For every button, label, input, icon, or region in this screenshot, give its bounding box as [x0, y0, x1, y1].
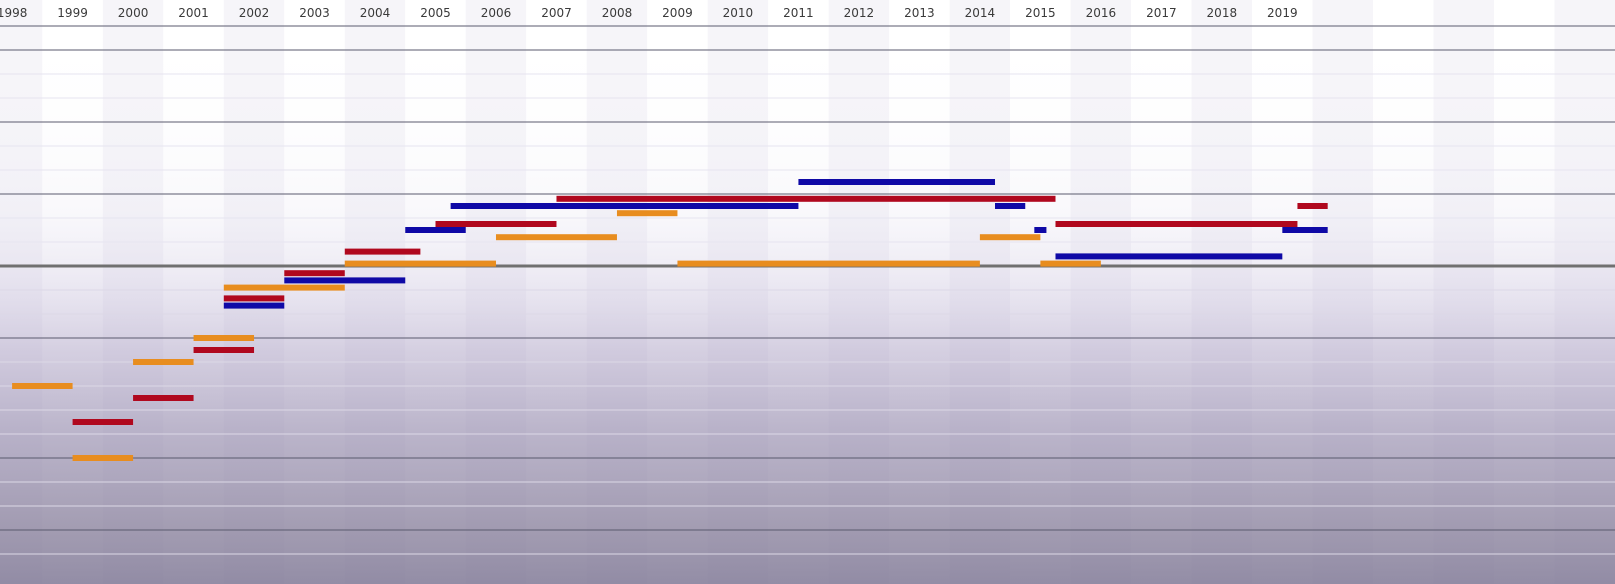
year-tick-label: 2010 — [723, 6, 754, 20]
red-bar — [223, 295, 285, 302]
year-tick-label: 2013 — [904, 6, 935, 20]
red-bar — [344, 248, 421, 255]
orange-bar — [344, 260, 496, 267]
year-tick-label: 2018 — [1207, 6, 1238, 20]
orange-bar — [979, 234, 1041, 241]
year-tick-label: 2006 — [481, 6, 512, 20]
year-tick-label: 2005 — [420, 6, 451, 20]
year-tick-label: 2008 — [602, 6, 633, 20]
year-tick-label: 2011 — [783, 6, 814, 20]
orange-bar — [133, 359, 194, 365]
year-tick-label: 2014 — [965, 6, 996, 20]
orange-bar — [12, 383, 73, 389]
red-bar — [1055, 221, 1298, 227]
orange-bar — [495, 234, 617, 241]
orange-bar — [616, 210, 678, 217]
blue-bar — [223, 302, 285, 309]
year-tick-label: 2001 — [178, 6, 209, 20]
year-tick-label: 2015 — [1025, 6, 1056, 20]
blue-bar — [450, 203, 799, 209]
year-tick-label: 1998 — [0, 6, 27, 20]
orange-bar — [1040, 260, 1101, 267]
orange-bar — [193, 335, 255, 341]
year-tick-label: 2019 — [1267, 6, 1298, 20]
row-lines — [0, 25, 1615, 555]
year-tick-label: 2009 — [662, 6, 693, 20]
red-bar — [1297, 203, 1328, 209]
orange-bar — [677, 260, 980, 267]
blue-bar — [1055, 253, 1283, 260]
year-tick-label: 2000 — [118, 6, 149, 20]
year-tick-label: 2012 — [844, 6, 875, 20]
red-bar — [193, 347, 255, 353]
red-bar — [284, 270, 345, 277]
red-bar — [435, 221, 557, 227]
red-bar — [72, 419, 134, 425]
blue-bar — [995, 203, 1026, 209]
red-bar — [133, 395, 194, 401]
blue-bar — [405, 227, 466, 233]
blue-bar — [284, 277, 406, 284]
blue-bar — [1034, 227, 1047, 233]
orange-bar — [223, 284, 345, 291]
orange-bar — [72, 455, 134, 461]
red-bar — [556, 195, 1056, 202]
blue-bar — [798, 179, 996, 185]
bars — [12, 179, 1328, 461]
year-tick-label: 2004 — [360, 6, 391, 20]
year-labels: 1998 1999 2000 2001 2002 2003 2004 2005 2006 2007… — [0, 6, 1298, 20]
year-tick-label: 2017 — [1146, 6, 1177, 20]
blue-bar — [1282, 227, 1328, 233]
year-tick-label: 2002 — [239, 6, 270, 20]
year-tick-label: 2003 — [299, 6, 330, 20]
year-tick-label: 2007 — [541, 6, 572, 20]
year-tick-label: 1999 — [57, 6, 88, 20]
year-tick-label: 2016 — [1086, 6, 1117, 20]
